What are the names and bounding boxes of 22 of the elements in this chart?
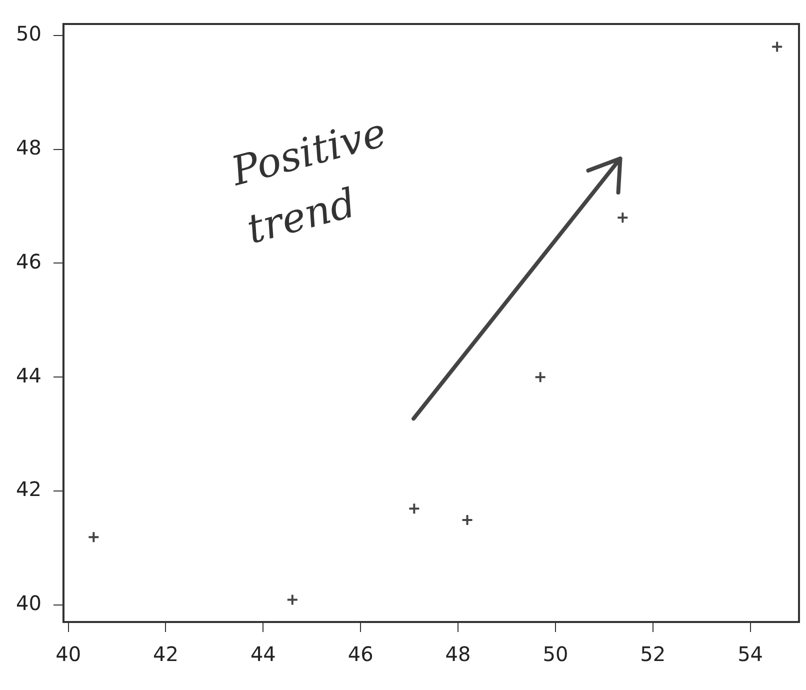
y-tick-label: 44 bbox=[16, 363, 42, 388]
x-tick-label: 44 bbox=[250, 642, 276, 666]
y-tick-label: 50 bbox=[16, 22, 42, 46]
y-tick-label: 42 bbox=[16, 477, 42, 502]
point bbox=[534, 371, 546, 384]
y-tick-label: 40 bbox=[16, 591, 42, 616]
x-tick-label: 52 bbox=[640, 642, 666, 666]
point bbox=[286, 594, 298, 606]
y-tick-label: 46 bbox=[16, 249, 42, 274]
x-tick-label: 48 bbox=[445, 642, 471, 666]
point bbox=[771, 40, 784, 53]
point bbox=[461, 514, 474, 526]
point bbox=[408, 502, 420, 515]
annotation: Positive trend bbox=[226, 108, 392, 255]
point bbox=[616, 212, 629, 224]
x-tick-label: 54 bbox=[738, 642, 764, 666]
x-tick-label: 40 bbox=[56, 642, 82, 666]
y-tick-label: 48 bbox=[16, 136, 42, 160]
point bbox=[88, 531, 100, 544]
x-tick-label: 42 bbox=[153, 642, 178, 666]
x-tick-label: 46 bbox=[348, 642, 374, 666]
x-tick-label: 50 bbox=[542, 642, 568, 666]
